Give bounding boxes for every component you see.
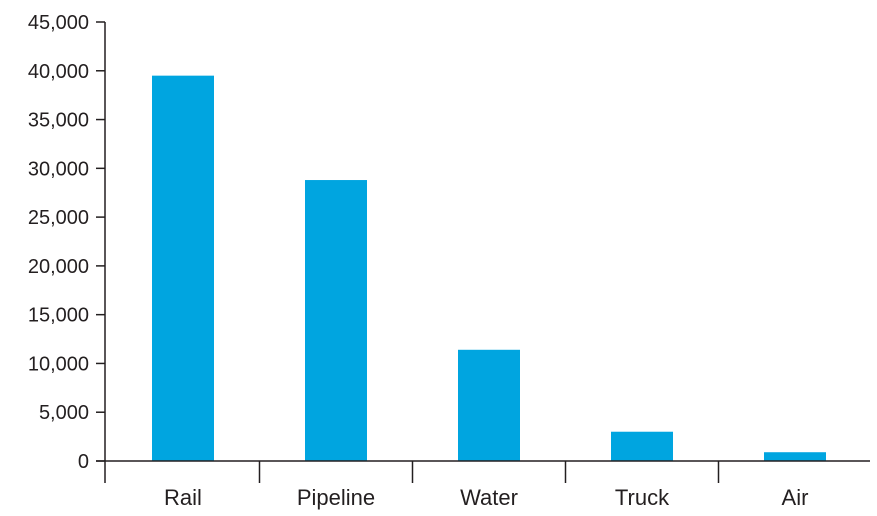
y-axis-ticks: 0 5,000 10,000 15,000 20,000 25,000 30,000 35,0… [28, 12, 105, 473]
bar-series [152, 75, 826, 462]
bar-water [458, 349, 520, 461]
x-tick-label-truck: Truck [615, 485, 670, 510]
x-tick-label-air: Air [782, 485, 809, 510]
y-tick-label: 10,000 [28, 353, 89, 375]
y-tick-label: 25,000 [28, 207, 89, 229]
y-tick-label: 0 [78, 451, 89, 473]
x-tick-label-rail: Rail [164, 485, 202, 510]
x-axis-ticks: Rail Pipeline Water Truck Air [164, 461, 808, 510]
x-tick-label-pipeline: Pipeline [297, 485, 375, 510]
bar-rail [152, 75, 214, 462]
y-tick-label: 40,000 [28, 61, 89, 83]
x-tick-label-water: Water [460, 485, 518, 510]
y-tick-label: 45,000 [28, 12, 89, 34]
bar-pipeline [305, 180, 367, 462]
y-tick-label: 5,000 [39, 402, 89, 424]
bar-truck [611, 431, 673, 461]
y-tick-label: 35,000 [28, 110, 89, 132]
y-tick-label: 15,000 [28, 305, 89, 327]
y-tick-label: 30,000 [28, 158, 89, 180]
y-tick-label: 20,000 [28, 256, 89, 278]
bar-air [764, 452, 826, 461]
